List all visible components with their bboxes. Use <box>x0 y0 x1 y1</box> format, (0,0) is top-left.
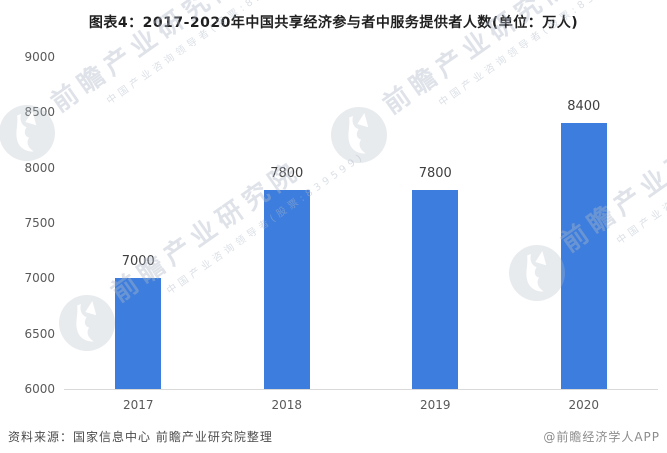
y-tick-label: 7500 <box>24 216 55 230</box>
x-tick-label: 2020 <box>568 398 600 412</box>
bar-value-label: 8400 <box>567 99 601 115</box>
bar-value-label: 7800 <box>418 165 452 181</box>
chart-title: 图表4：2017-2020年中国共享经济参与者中服务提供者人数(单位：万人) <box>88 15 579 31</box>
y-tick-label: 6500 <box>24 326 55 341</box>
qianzhan-logo-icon <box>331 107 387 163</box>
x-tick-label: 2018 <box>271 398 303 412</box>
bar-2019 <box>412 189 459 389</box>
x-axis-line <box>64 389 658 390</box>
y-tick-label: 8500 <box>24 105 55 120</box>
x-tick-label: 2019 <box>419 398 451 412</box>
watermark-tile: 前瞻产业研究院 中国产业咨询领导者(股票:839599) <box>48 115 368 362</box>
x-tick-label: 2017 <box>122 398 154 412</box>
y-tick-label: 6000 <box>24 382 55 396</box>
y-tick-label: 8000 <box>24 160 55 175</box>
bar-2018 <box>263 189 310 389</box>
y-tick-label: 7000 <box>24 271 55 286</box>
bar-2017 <box>115 278 162 389</box>
bar-2020 <box>560 123 607 389</box>
source-note: 资料来源：国家信息中心 前瞻产业研究院整理 <box>8 430 273 444</box>
y-tick-label: 9000 <box>24 50 55 64</box>
bar-value-label: 7000 <box>121 254 155 270</box>
bar-value-label: 7800 <box>270 165 304 181</box>
credit-note: @前瞻经济学人APP <box>543 430 660 444</box>
